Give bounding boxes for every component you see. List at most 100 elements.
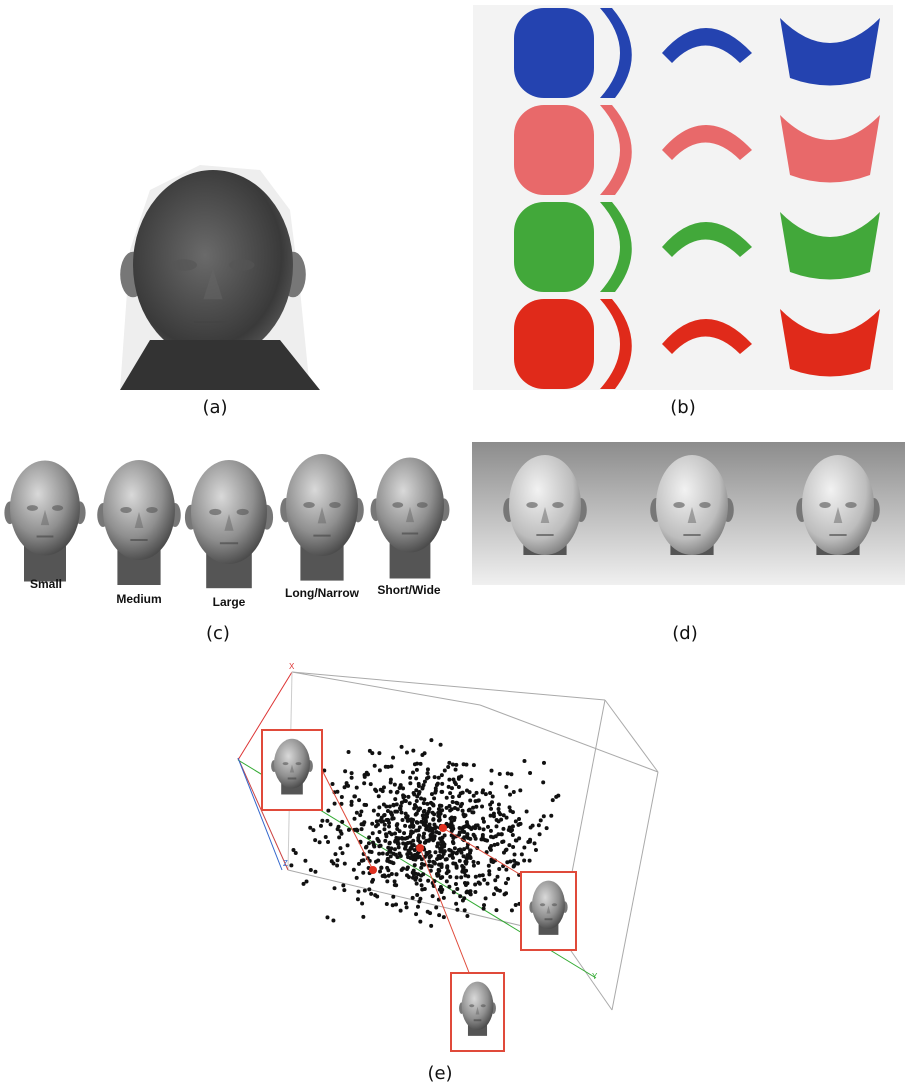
point [324, 835, 328, 839]
point [406, 841, 410, 845]
point [448, 808, 452, 812]
point [503, 892, 507, 896]
point [364, 845, 368, 849]
eye [229, 259, 255, 270]
point [326, 809, 330, 813]
point [454, 768, 458, 772]
point [383, 839, 387, 843]
point [338, 846, 342, 850]
point [373, 788, 377, 792]
point [377, 805, 381, 809]
point [303, 859, 307, 863]
point [361, 915, 365, 919]
point [332, 862, 336, 866]
axis-label: X [289, 662, 295, 671]
point [454, 782, 458, 786]
point [472, 860, 476, 864]
point [482, 878, 486, 882]
point [541, 780, 545, 784]
point [406, 817, 410, 821]
point [440, 790, 444, 794]
point [445, 879, 449, 883]
point [377, 852, 381, 856]
point [335, 863, 339, 867]
head [509, 455, 581, 555]
eye [699, 502, 711, 508]
point [408, 801, 412, 805]
point [435, 874, 439, 878]
point [435, 783, 439, 787]
axis-label: Z [283, 859, 288, 868]
eye [329, 502, 341, 508]
eye [303, 502, 315, 508]
point [418, 920, 422, 924]
point [468, 837, 472, 841]
point [388, 841, 392, 845]
point [438, 818, 442, 822]
point [434, 905, 438, 909]
point [432, 812, 436, 816]
point [337, 825, 341, 829]
point [403, 824, 407, 828]
point [368, 850, 372, 854]
eye [526, 502, 538, 508]
point [394, 853, 398, 857]
point [489, 781, 493, 785]
point [363, 889, 367, 893]
point [469, 778, 473, 782]
face-front [514, 202, 594, 292]
point [493, 878, 497, 882]
point [402, 831, 406, 835]
point [426, 879, 430, 883]
point [512, 790, 516, 794]
highlight [439, 824, 447, 832]
point [319, 824, 323, 828]
eye [171, 259, 197, 270]
point [360, 859, 364, 863]
point [464, 869, 468, 873]
point [381, 852, 385, 856]
point [493, 843, 497, 847]
point [341, 883, 345, 887]
point [431, 831, 435, 835]
point [542, 814, 546, 818]
point [356, 897, 360, 901]
point [379, 844, 383, 848]
point [511, 810, 515, 814]
box-edge [292, 672, 605, 700]
point [445, 857, 449, 861]
point [404, 901, 408, 905]
face-front [514, 8, 594, 98]
point [418, 825, 422, 829]
panel-label: (e) [427, 1063, 452, 1084]
point [474, 805, 478, 809]
point [383, 875, 387, 879]
point [343, 862, 347, 866]
point [370, 822, 374, 826]
point [438, 847, 442, 851]
point [309, 868, 313, 872]
point [422, 836, 426, 840]
point [357, 862, 361, 866]
point [514, 861, 518, 865]
point [431, 894, 435, 898]
point [391, 895, 395, 899]
point [401, 867, 405, 871]
point [424, 824, 428, 828]
point [528, 859, 532, 863]
head-caption: Medium [116, 592, 161, 606]
point [404, 844, 408, 848]
eye [283, 762, 289, 765]
point [313, 870, 317, 874]
point [460, 802, 464, 806]
point [428, 855, 432, 859]
point [482, 827, 486, 831]
point [501, 827, 505, 831]
point [393, 832, 397, 836]
point [465, 832, 469, 836]
point [499, 818, 503, 822]
head [10, 461, 80, 556]
panel-label: (c) [206, 623, 230, 644]
point [360, 822, 364, 826]
head [532, 881, 565, 929]
